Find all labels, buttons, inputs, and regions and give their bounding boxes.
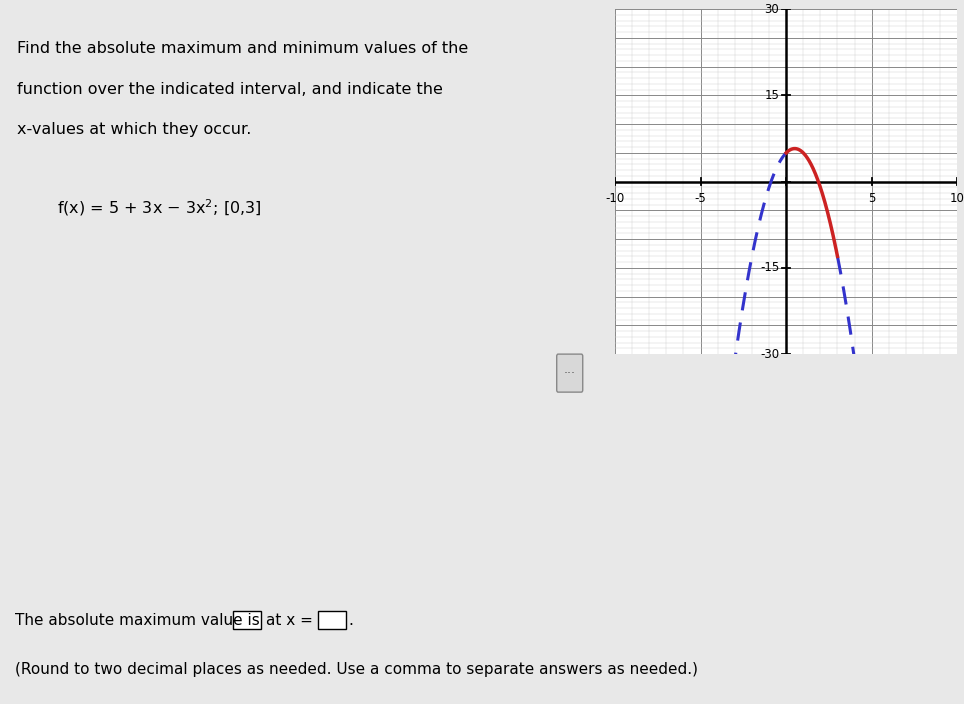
- FancyBboxPatch shape: [557, 354, 582, 392]
- Text: The absolute maximum value is: The absolute maximum value is: [15, 613, 259, 628]
- Text: 30: 30: [764, 3, 779, 15]
- Text: -30: -30: [761, 348, 779, 360]
- Text: 10: 10: [950, 192, 964, 205]
- Text: f(x) = 5 + 3x $-$ 3x$^2$; [0,3]: f(x) = 5 + 3x $-$ 3x$^2$; [0,3]: [57, 198, 261, 218]
- Text: 5: 5: [868, 192, 875, 205]
- Text: function over the indicated interval, and indicate the: function over the indicated interval, an…: [17, 82, 443, 96]
- Text: -5: -5: [695, 192, 707, 205]
- Text: .: .: [348, 613, 353, 628]
- Text: -10: -10: [605, 192, 625, 205]
- Text: at x =: at x =: [266, 613, 313, 628]
- Bar: [318, 611, 346, 629]
- Text: -15: -15: [760, 261, 779, 275]
- Text: x-values at which they occur.: x-values at which they occur.: [17, 122, 252, 137]
- Text: Find the absolute maximum and minimum values of the: Find the absolute maximum and minimum va…: [17, 41, 469, 56]
- Text: (Round to two decimal places as needed. Use a comma to separate answers as neede: (Round to two decimal places as needed. …: [15, 662, 698, 677]
- Text: 15: 15: [764, 89, 779, 102]
- Text: ···: ···: [564, 367, 576, 379]
- Bar: [233, 611, 261, 629]
